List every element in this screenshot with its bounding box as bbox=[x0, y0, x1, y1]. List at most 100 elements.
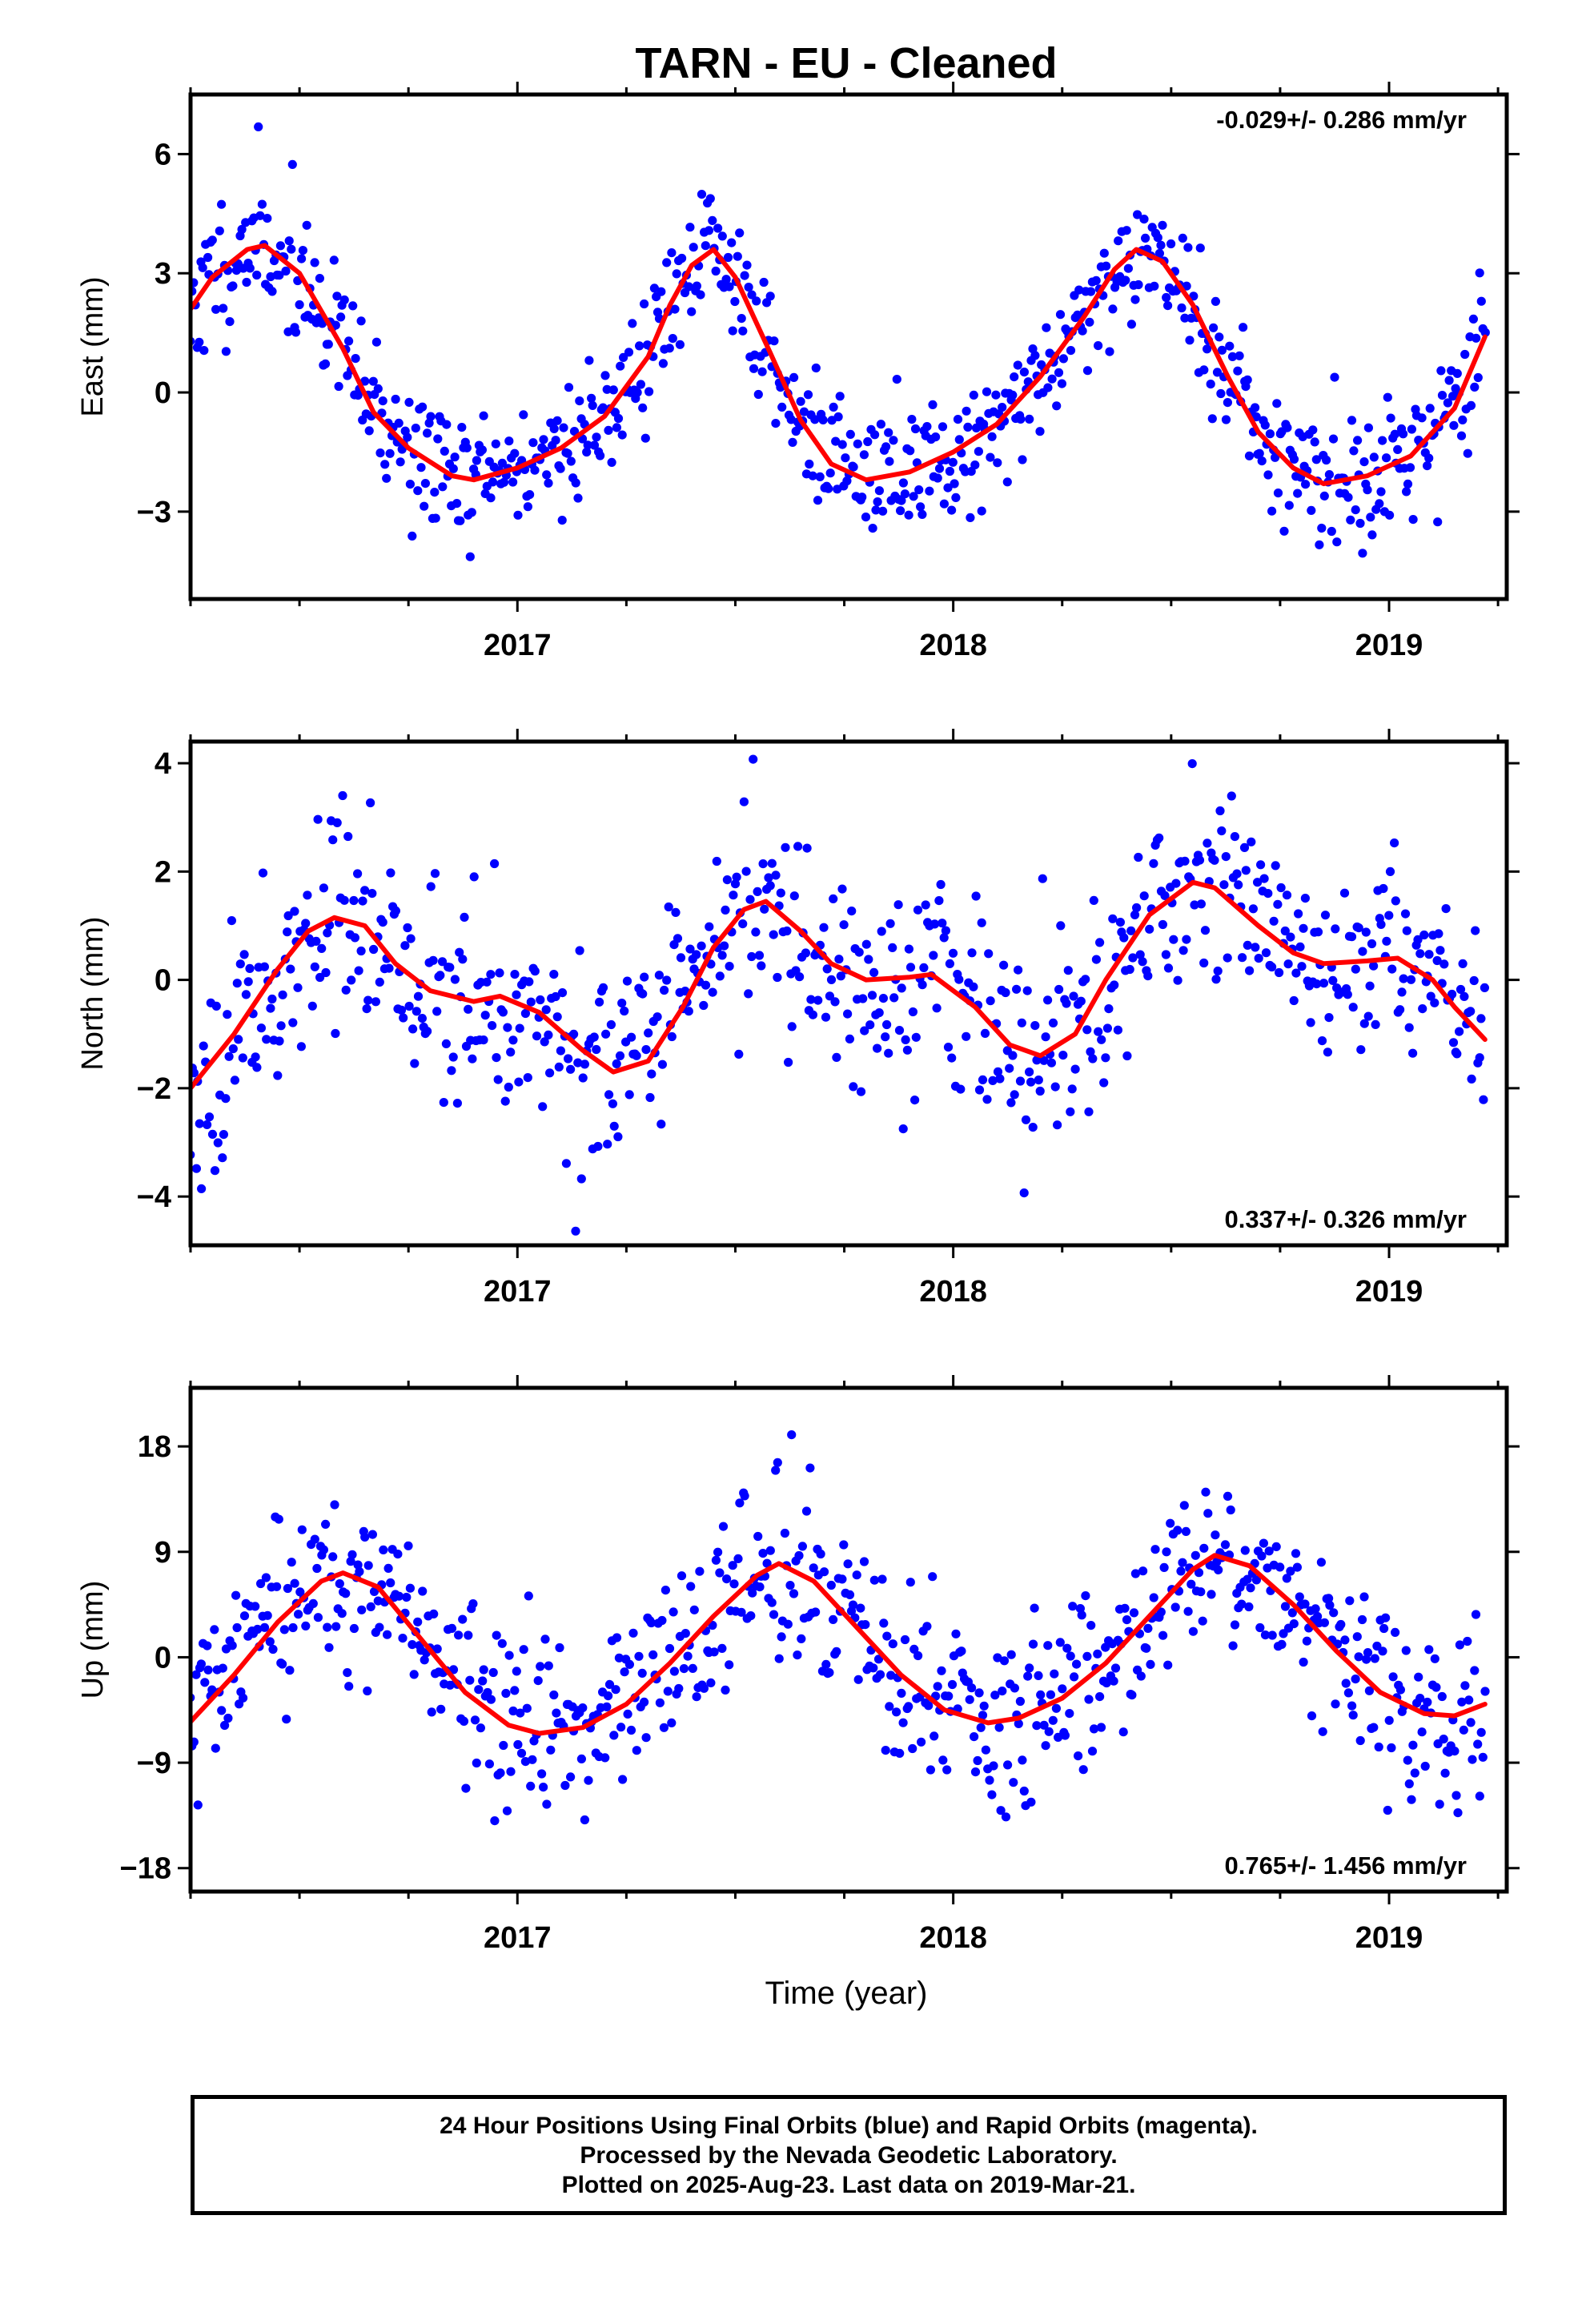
data-point bbox=[849, 462, 858, 472]
data-point bbox=[441, 1039, 452, 1048]
data-point bbox=[1026, 1797, 1036, 1807]
data-point bbox=[811, 1607, 821, 1617]
data-point bbox=[1260, 420, 1270, 430]
data-point bbox=[587, 393, 596, 403]
data-point bbox=[885, 1702, 894, 1711]
data-point bbox=[1183, 243, 1193, 252]
data-point bbox=[472, 1758, 481, 1768]
data-point bbox=[1220, 1540, 1231, 1550]
data-point bbox=[576, 1174, 586, 1184]
data-point bbox=[1289, 1619, 1299, 1629]
data-point bbox=[722, 1574, 732, 1584]
data-point bbox=[1166, 1518, 1175, 1528]
data-point bbox=[753, 389, 763, 400]
data-point bbox=[1473, 1739, 1483, 1749]
data-point bbox=[701, 980, 711, 990]
data-point bbox=[1356, 1045, 1366, 1055]
data-point bbox=[788, 437, 797, 448]
data-point bbox=[1130, 1569, 1140, 1578]
data-point bbox=[1227, 791, 1236, 801]
data-point bbox=[624, 1659, 635, 1669]
data-point bbox=[556, 464, 565, 473]
data-point bbox=[1135, 950, 1145, 959]
data-point bbox=[356, 946, 366, 956]
data-point bbox=[1162, 292, 1171, 303]
data-point bbox=[210, 1166, 220, 1176]
data-point bbox=[925, 486, 934, 496]
data-point bbox=[476, 1723, 486, 1733]
data-point bbox=[510, 448, 520, 458]
data-point bbox=[1355, 1735, 1365, 1746]
data-point bbox=[1255, 448, 1264, 458]
data-point bbox=[1121, 275, 1130, 285]
data-point bbox=[1039, 1055, 1049, 1065]
data-point bbox=[310, 1534, 319, 1544]
data-point bbox=[598, 403, 608, 412]
data-point bbox=[1089, 1724, 1099, 1734]
data-point bbox=[1021, 1115, 1031, 1124]
data-point bbox=[1251, 1575, 1261, 1585]
data-point bbox=[662, 258, 672, 267]
data-point bbox=[259, 1622, 270, 1632]
data-point bbox=[644, 387, 654, 396]
data-point bbox=[976, 1723, 986, 1732]
data-point bbox=[932, 1003, 942, 1013]
data-point bbox=[898, 478, 908, 488]
data-point bbox=[640, 1697, 649, 1707]
data-point bbox=[672, 269, 681, 279]
data-point bbox=[416, 463, 426, 472]
data-point bbox=[888, 943, 897, 952]
data-point bbox=[917, 509, 927, 520]
data-point bbox=[1158, 1630, 1168, 1640]
data-point bbox=[1267, 506, 1277, 516]
data-point bbox=[1414, 1672, 1423, 1682]
data-point bbox=[227, 1641, 237, 1651]
data-point bbox=[616, 1723, 626, 1732]
data-point bbox=[456, 516, 465, 525]
data-point bbox=[753, 887, 762, 896]
data-point bbox=[705, 922, 714, 931]
data-point bbox=[191, 1164, 201, 1173]
data-point bbox=[1251, 403, 1260, 412]
data-point bbox=[417, 1014, 428, 1023]
data-point bbox=[405, 480, 415, 489]
data-point bbox=[715, 1568, 725, 1578]
data-point bbox=[393, 1550, 403, 1559]
data-point bbox=[1433, 517, 1443, 527]
data-point bbox=[1452, 1791, 1461, 1800]
data-point bbox=[1032, 1055, 1042, 1065]
data-point bbox=[669, 1667, 680, 1676]
data-point bbox=[805, 459, 814, 469]
data-point bbox=[786, 415, 796, 424]
data-point bbox=[1182, 281, 1191, 291]
data-point bbox=[1399, 429, 1408, 439]
data-point bbox=[448, 1665, 459, 1675]
data-point bbox=[542, 470, 552, 480]
data-point bbox=[1159, 1562, 1169, 1572]
data-point bbox=[878, 506, 888, 516]
data-point bbox=[1203, 344, 1212, 354]
data-point bbox=[1263, 889, 1273, 899]
data-point bbox=[637, 1668, 647, 1678]
data-point bbox=[802, 843, 812, 853]
data-point bbox=[1359, 457, 1369, 467]
data-point bbox=[967, 948, 977, 958]
data-point bbox=[1014, 1719, 1023, 1728]
data-point bbox=[826, 1580, 836, 1590]
data-point bbox=[1173, 975, 1182, 985]
data-point bbox=[520, 1757, 531, 1767]
data-point bbox=[608, 385, 618, 395]
data-point bbox=[368, 376, 378, 386]
data-point bbox=[578, 1703, 588, 1713]
data-point bbox=[951, 493, 961, 503]
data-point bbox=[378, 918, 387, 927]
up-y-axis-label: Up (mm) bbox=[76, 1581, 110, 1699]
data-point bbox=[450, 452, 460, 462]
data-point bbox=[928, 400, 938, 409]
data-point bbox=[1301, 480, 1311, 489]
data-point bbox=[430, 488, 440, 497]
data-point bbox=[1408, 515, 1418, 525]
data-point bbox=[499, 1740, 508, 1751]
data-point bbox=[1455, 1027, 1464, 1036]
data-point bbox=[1456, 431, 1467, 440]
